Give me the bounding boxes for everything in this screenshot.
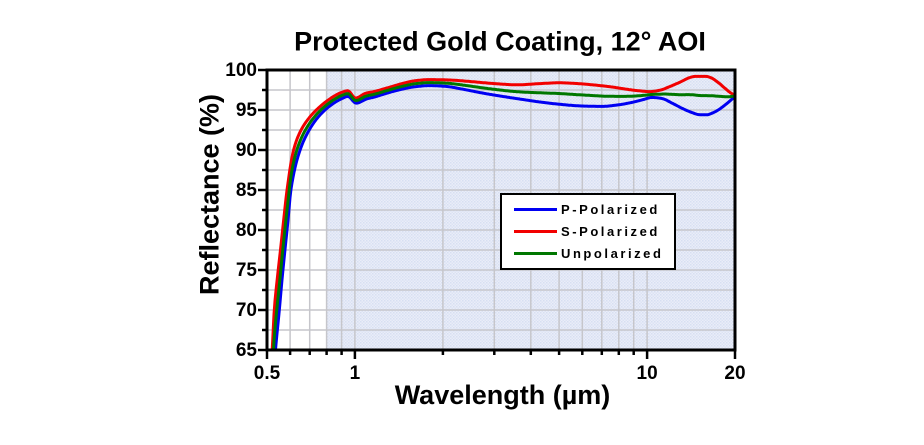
svg-text:10: 10 xyxy=(637,363,658,384)
svg-text:80: 80 xyxy=(236,220,257,241)
svg-text:Unpolarized: Unpolarized xyxy=(561,246,663,261)
svg-text:20: 20 xyxy=(724,363,745,384)
svg-text:Wavelength (µm): Wavelength (µm) xyxy=(395,380,611,410)
svg-text:Reflectance (%): Reflectance (%) xyxy=(195,94,225,295)
svg-text:95: 95 xyxy=(236,100,258,121)
svg-text:Protected Gold Coating, 12° AO: Protected Gold Coating, 12° AOI xyxy=(294,27,706,57)
svg-text:S-Polarized: S-Polarized xyxy=(561,224,660,239)
svg-text:85: 85 xyxy=(236,180,258,201)
svg-text:100: 100 xyxy=(225,60,257,81)
svg-text:70: 70 xyxy=(236,300,257,321)
svg-text:1: 1 xyxy=(350,363,361,384)
svg-text:0.5: 0.5 xyxy=(254,363,281,384)
svg-text:90: 90 xyxy=(236,140,257,161)
svg-text:P-Polarized: P-Polarized xyxy=(561,202,660,217)
svg-text:75: 75 xyxy=(236,260,258,281)
svg-text:65: 65 xyxy=(236,340,258,361)
